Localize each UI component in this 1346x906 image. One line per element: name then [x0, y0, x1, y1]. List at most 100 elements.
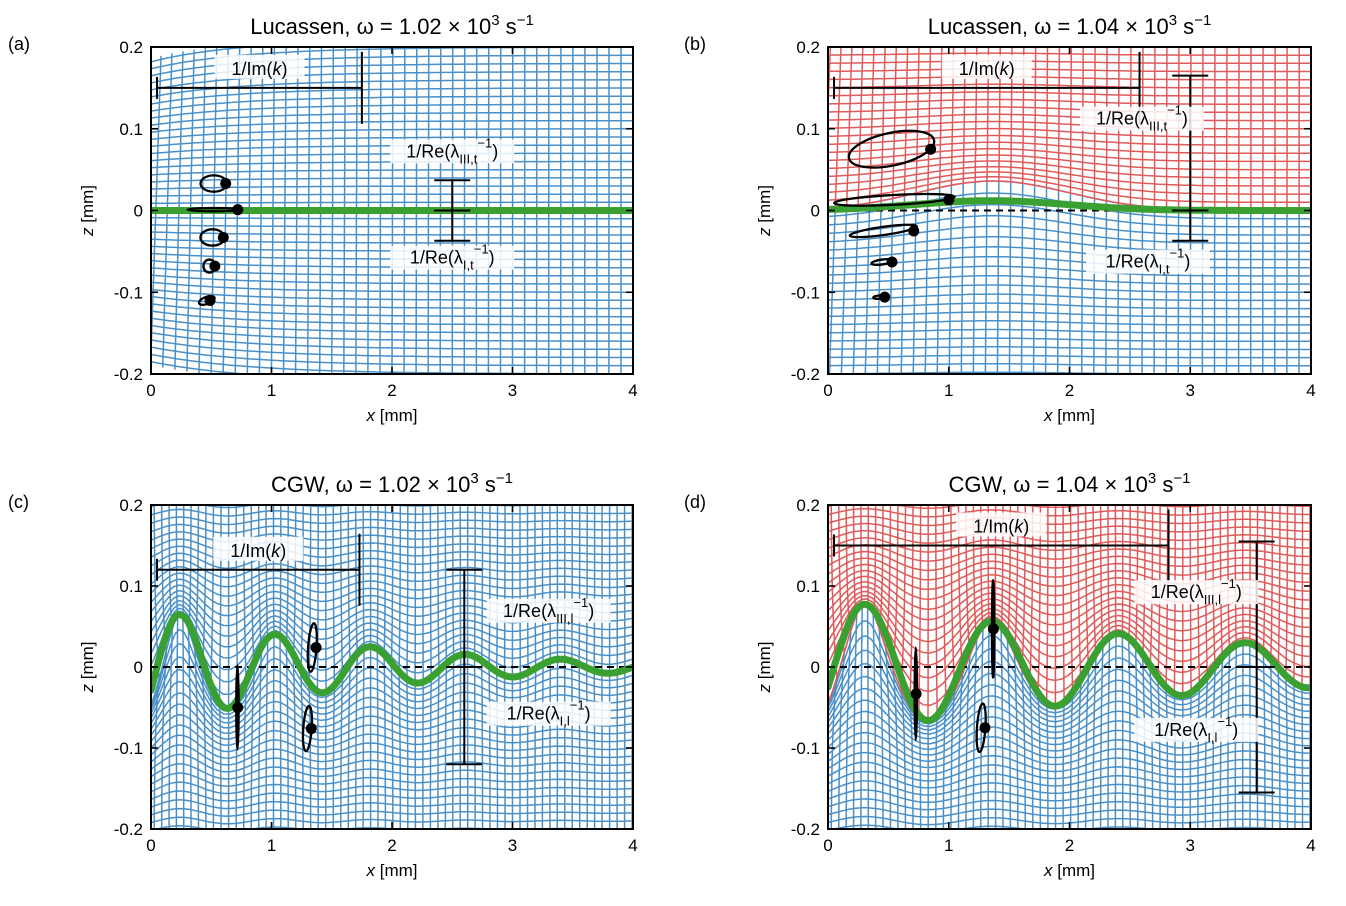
label-backdrop [941, 54, 1032, 79]
upper-re-label: 1/Re(λIII,t−1) [406, 135, 498, 166]
particle-marker [209, 260, 221, 272]
y-axis-label: z [mm] [755, 642, 774, 694]
panel-label: (c) [8, 492, 29, 512]
plot-area [828, 505, 1311, 829]
y-axis-label: z [mm] [78, 642, 97, 694]
x-tick-label: 2 [387, 381, 396, 400]
label-backdrop [213, 536, 304, 561]
lower-re-label: 1/Re(λI,t−1) [1106, 246, 1191, 277]
particle-marker [943, 194, 955, 206]
y-tick-label: 0.1 [796, 577, 820, 596]
y-tick-label: -0.2 [791, 365, 820, 384]
x-axis-label: x [mm] [1043, 861, 1095, 880]
y-axis-label: z [mm] [755, 185, 774, 237]
panel-title: Lucassen, ω = 1.02 × 103 s−1 [250, 12, 534, 39]
lower-layer-grid [828, 180, 1311, 374]
x-axis: 0 1 2 3 4 [823, 47, 1316, 400]
y-tick-label: 0.2 [796, 38, 820, 57]
plot-area [828, 47, 1311, 374]
particle-marker [908, 225, 920, 237]
y-tick-label: 0 [811, 658, 820, 677]
y-tick-label: 0 [134, 658, 143, 677]
label-backdrop [956, 512, 1047, 537]
panel-title: Lucassen, ω = 1.04 × 103 s−1 [928, 12, 1212, 39]
panel-label: (d) [684, 492, 706, 512]
plot-area [151, 505, 633, 829]
label-backdrop [390, 139, 515, 164]
im-label: 1/Im(k) [230, 541, 286, 561]
interface-curve [151, 610, 633, 712]
x-axis: 0 1 2 3 4 [823, 505, 1316, 855]
y-tick-label: -0.1 [791, 739, 820, 758]
x-tick-label: 1 [267, 836, 276, 855]
x-axis: 0 1 2 3 4 [146, 47, 638, 400]
y-axis-label: z [mm] [78, 185, 97, 237]
x-axis-label: x [mm] [1043, 406, 1095, 425]
x-tick-label: 0 [823, 836, 832, 855]
particle-marker [232, 702, 244, 713]
particle-marker [979, 722, 991, 734]
x-tick-label: 2 [387, 836, 396, 855]
y-tick-label: 0.1 [796, 120, 820, 139]
y-axis: 0.2 0.1 0 -0.1 -0.2 [114, 38, 633, 384]
x-tick-label: 0 [146, 836, 155, 855]
lower-layer-grid [151, 209, 633, 374]
label-backdrop [1134, 717, 1259, 742]
y-tick-label: 0.1 [119, 577, 143, 596]
y-tick-label: 0.2 [796, 496, 820, 515]
y-tick-label: -0.1 [791, 283, 820, 302]
particle-marker [232, 204, 244, 216]
y-tick-label: 0.2 [119, 496, 143, 515]
particle-marker [910, 688, 922, 700]
particle-marker [987, 623, 999, 635]
y-tick-label: 0.1 [119, 120, 143, 139]
x-tick-label: 0 [146, 381, 155, 400]
particle-path [832, 192, 956, 207]
x-tick-label: 3 [1186, 836, 1195, 855]
x-tick-label: 3 [508, 381, 517, 400]
x-tick-label: 0 [823, 381, 832, 400]
panel-title: CGW, ω = 1.02 × 103 s−1 [271, 470, 513, 497]
im-label: 1/Im(k) [973, 517, 1029, 537]
x-tick-label: 2 [1065, 381, 1074, 400]
x-tick-label: 2 [1065, 836, 1074, 855]
label-backdrop [486, 701, 611, 726]
label-backdrop [1134, 580, 1259, 605]
panel-c: 1/Im(k)1/Re(λIII,l−1)1/Re(λI,l−1)0 1 2 3 40.… [8, 470, 638, 880]
y-axis: 0.2 0.1 0 -0.1 -0.2 [791, 496, 1311, 839]
y-tick-label: -0.1 [114, 739, 143, 758]
y-tick-label: -0.2 [114, 820, 143, 839]
lower-layer-grid [828, 603, 1311, 829]
x-tick-label: 4 [1306, 836, 1315, 855]
upper-re-label: 1/Re(λIII,l−1) [1151, 576, 1242, 607]
panel-b: 1/Im(k)1/Re(λIII,t−1)1/Re(λI,t−1)0 1 2 3 40.… [684, 12, 1316, 425]
lower-re-label: 1/Re(λI,l−1) [507, 698, 591, 729]
y-tick-label: -0.2 [791, 820, 820, 839]
y-tick-label: 0 [134, 202, 143, 221]
label-backdrop [390, 245, 515, 270]
upper-re-label: 1/Re(λIII,t−1) [1096, 103, 1188, 134]
x-tick-label: 3 [508, 836, 517, 855]
x-tick-label: 3 [1186, 381, 1195, 400]
interface-curve [828, 600, 1311, 724]
particle-path [847, 129, 936, 169]
particle-marker [220, 178, 232, 190]
panel-a: 1/Im(k)1/Re(λIII,t−1)1/Re(λI,t−1)0 1 2 3 40.… [8, 12, 638, 425]
y-tick-label: -0.1 [114, 283, 143, 302]
y-tick-label: 0.2 [119, 38, 143, 57]
upper-re-label: 1/Re(λIII,l−1) [503, 595, 594, 626]
particle-marker [886, 256, 898, 268]
x-axis-label: x [mm] [366, 406, 418, 425]
panel-label: (b) [684, 34, 706, 54]
lower-layer-grid [151, 613, 633, 829]
upper-layer-grid [828, 505, 1311, 722]
particle-marker [305, 723, 317, 735]
x-tick-label: 1 [267, 381, 276, 400]
x-axis-label: x [mm] [366, 861, 418, 880]
im-label: 1/Im(k) [959, 59, 1015, 79]
y-axis: 0.2 0.1 0 -0.1 -0.2 [791, 38, 1311, 384]
y-tick-label: -0.2 [114, 365, 143, 384]
particle-marker [217, 231, 229, 243]
particle-marker [204, 294, 216, 306]
